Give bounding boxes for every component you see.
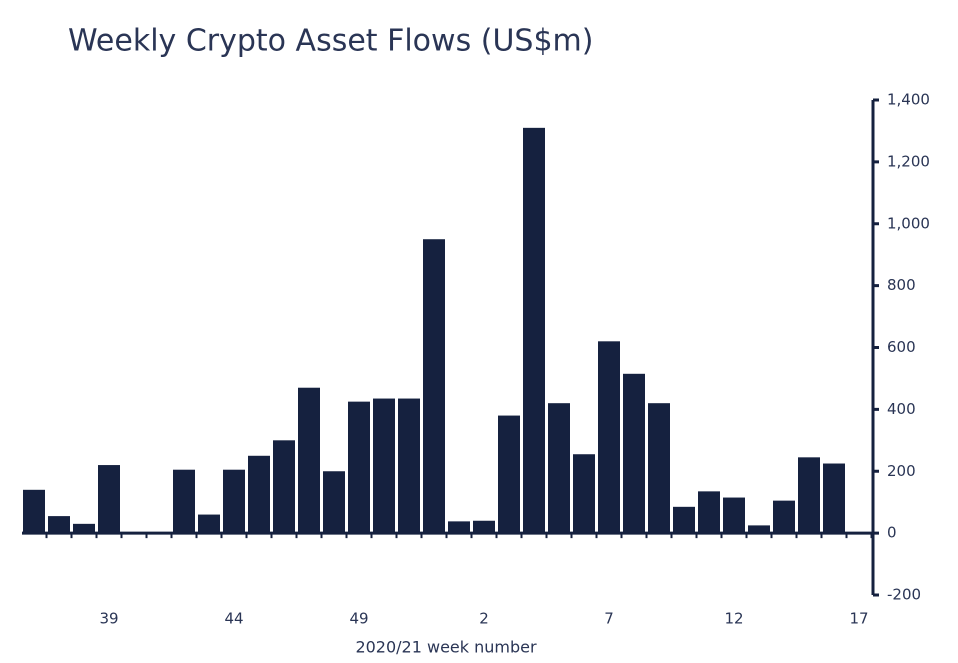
- bar: [323, 471, 345, 534]
- bar: [698, 491, 720, 534]
- x-tick-label: 44: [224, 610, 243, 628]
- chart-title: Weekly Crypto Asset Flows (US$m): [68, 24, 593, 59]
- x-tick-label: 49: [349, 610, 368, 628]
- y-tick-label: 1,400: [887, 91, 930, 109]
- bar: [573, 454, 595, 534]
- x-tick-label: 12: [724, 610, 743, 628]
- bar: [398, 398, 420, 534]
- bar: [623, 373, 645, 534]
- bar: [473, 520, 495, 534]
- bar: [823, 463, 845, 534]
- bar: [723, 497, 745, 534]
- bar: [648, 403, 670, 534]
- bar: [523, 127, 545, 534]
- x-tick-label: 7: [604, 610, 614, 628]
- bar: [223, 469, 245, 534]
- bar: [298, 387, 320, 534]
- y-tick-label: 1,000: [887, 214, 930, 232]
- y-tick-label: 800: [887, 276, 916, 294]
- bar: [748, 525, 770, 534]
- y-tick-label: 1,200: [887, 152, 930, 170]
- bar: [348, 401, 370, 534]
- y-tick-label: 200: [887, 462, 916, 480]
- x-tick-label: 17: [849, 610, 868, 628]
- bar: [373, 398, 395, 534]
- bar: [48, 516, 70, 534]
- bar: [798, 457, 820, 534]
- bar: [23, 489, 45, 534]
- bar: [198, 514, 220, 534]
- x-axis-label: 2020/21 week number: [355, 638, 537, 657]
- bar: [423, 239, 445, 534]
- bar: [598, 341, 620, 534]
- bar: [248, 455, 270, 534]
- bar: [173, 469, 195, 534]
- bar: [448, 521, 470, 534]
- bar: [98, 465, 120, 534]
- y-tick-label: 0: [887, 524, 897, 542]
- x-tick-label: 39: [99, 610, 118, 628]
- y-tick-label: 600: [887, 338, 916, 356]
- bar: [498, 415, 520, 534]
- bar: [673, 506, 695, 534]
- bar: [548, 403, 570, 534]
- y-tick-label: -200: [887, 586, 921, 604]
- bar: [273, 440, 295, 534]
- bar: [73, 523, 95, 534]
- bar: [773, 500, 795, 534]
- x-tick-label: 2: [479, 610, 489, 628]
- y-tick-label: 400: [887, 400, 916, 418]
